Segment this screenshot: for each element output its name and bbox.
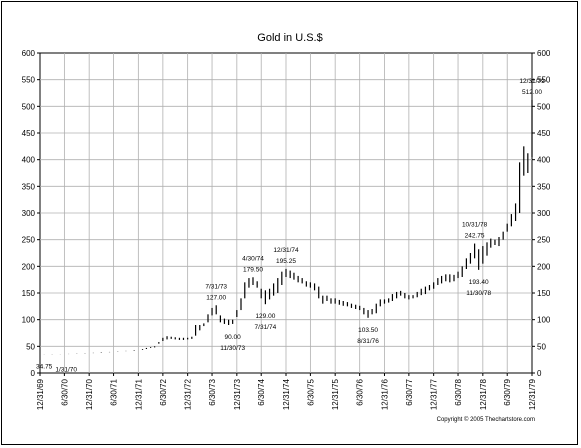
annotation-label: 193.40 xyxy=(469,279,489,286)
y-tick-label: 0 xyxy=(537,369,542,378)
y-tick-label: 250 xyxy=(22,236,36,245)
annotations: 34.75 1/31/70 7/31/73 127.00 90.00 11/30/73 4/… xyxy=(36,78,545,374)
y-tick-label: 50 xyxy=(26,342,35,351)
y-tick-label: 500 xyxy=(537,102,551,111)
y-tick-label: 300 xyxy=(22,209,36,218)
x-tick-label: 6/30/74 xyxy=(257,378,266,405)
y-tick-label: 150 xyxy=(22,289,36,298)
annotation-label: 4/30/74 xyxy=(242,255,264,262)
grid xyxy=(40,53,532,373)
x-tick-label: 6/30/73 xyxy=(208,378,217,405)
y-tick-label: 100 xyxy=(22,316,36,325)
y-axis-left: 0 50 100 150 200 250 300 350 400 450 500 550 600 xyxy=(22,49,40,378)
y-tick-label: 0 xyxy=(31,369,36,378)
x-tick-label: 6/30/71 xyxy=(110,378,119,405)
x-tick-label: 12/31/76 xyxy=(380,378,389,410)
x-tick-label: 12/31/71 xyxy=(134,378,143,410)
annotation-label: 11/30/73 xyxy=(220,345,245,352)
annotation-label: 12/31/74 xyxy=(273,247,299,254)
x-tick-label: 6/30/78 xyxy=(454,378,463,405)
annotation-label: 1/31/70 xyxy=(55,366,77,373)
annotation-label: 103.50 xyxy=(358,327,378,334)
y-tick-label: 500 xyxy=(22,102,36,111)
x-tick-label: 12/31/72 xyxy=(184,378,193,410)
annotation-label: 7/31/74 xyxy=(255,324,277,331)
y-tick-label: 250 xyxy=(537,236,551,245)
x-axis: 12/31/69 6/30/70 12/31/70 6/30/71 12/31/71 6/… xyxy=(36,373,537,410)
x-tick-label: 6/30/72 xyxy=(159,378,168,405)
y-tick-label: 400 xyxy=(537,156,551,165)
x-tick-label: 6/30/75 xyxy=(306,378,315,405)
y-tick-label: 350 xyxy=(537,182,551,191)
price-bars xyxy=(43,99,533,355)
annotation-label: 34.75 xyxy=(36,363,53,370)
x-tick-label: 12/31/69 xyxy=(36,378,45,410)
annotation-label: 90.00 xyxy=(225,334,242,341)
x-tick-label: 12/31/77 xyxy=(430,378,439,410)
x-tick-label: 12/31/74 xyxy=(282,378,291,410)
annotation-label: 8/31/76 xyxy=(357,338,379,345)
y-tick-label: 450 xyxy=(22,129,36,138)
x-tick-label: 12/31/75 xyxy=(331,378,340,410)
copyright-note: Copyright © 2005 Thechartstore.com xyxy=(437,416,535,423)
annotation-label: 12/31/79 xyxy=(519,78,545,85)
y-tick-label: 350 xyxy=(22,182,36,191)
y-tick-label: 600 xyxy=(22,49,36,58)
y-tick-label: 550 xyxy=(22,76,36,85)
x-tick-label: 12/31/70 xyxy=(85,378,94,410)
annotation-label: 10/31/78 xyxy=(462,222,488,229)
x-tick-label: 6/30/76 xyxy=(356,378,365,405)
annotation-label: 11/30/78 xyxy=(466,290,491,297)
y-tick-label: 550 xyxy=(537,76,551,85)
y-tick-label: 150 xyxy=(537,289,551,298)
y-tick-label: 400 xyxy=(22,156,36,165)
y-tick-label: 450 xyxy=(537,129,551,138)
x-tick-label: 6/30/77 xyxy=(405,378,414,405)
annotation-label: 7/31/73 xyxy=(205,283,227,290)
x-tick-label: 12/31/73 xyxy=(233,378,242,410)
annotation-label: 242.75 xyxy=(465,233,485,240)
annotation-label: 195.25 xyxy=(276,258,296,265)
y-tick-label: 100 xyxy=(537,316,551,325)
x-tick-label: 12/31/79 xyxy=(528,378,537,410)
x-tick-label: 6/30/70 xyxy=(60,378,69,405)
chart-title: Gold in U.S.$ xyxy=(257,32,322,44)
annotation-label: 512.00 xyxy=(522,89,542,96)
y-tick-label: 200 xyxy=(537,262,551,271)
annotation-label: 127.00 xyxy=(206,294,226,301)
annotation-label: 179.50 xyxy=(243,266,263,273)
y-tick-label: 200 xyxy=(22,262,36,271)
x-tick-label: 6/30/79 xyxy=(503,378,512,405)
y-tick-label: 300 xyxy=(537,209,551,218)
annotation-label: 129.00 xyxy=(255,313,275,320)
y-tick-label: 600 xyxy=(537,49,551,58)
x-tick-label: 12/31/78 xyxy=(479,378,488,410)
y-axis-right: 0 50 100 150 200 250 300 350 400 450 500 550 600 xyxy=(532,49,551,378)
y-tick-label: 50 xyxy=(537,342,546,351)
